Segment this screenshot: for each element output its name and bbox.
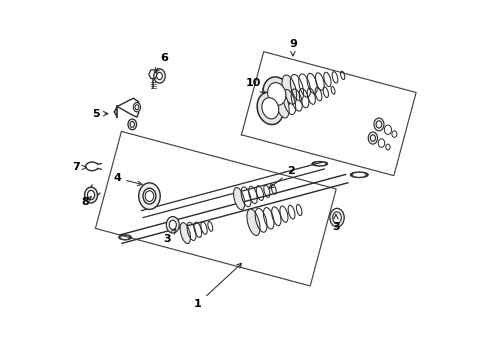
Ellipse shape [257, 92, 283, 125]
Ellipse shape [329, 208, 344, 227]
Text: 7: 7 [72, 162, 86, 172]
Ellipse shape [180, 222, 190, 243]
Ellipse shape [130, 122, 134, 127]
Ellipse shape [367, 132, 377, 144]
Ellipse shape [233, 188, 244, 210]
Ellipse shape [375, 121, 381, 128]
Ellipse shape [263, 77, 290, 111]
Ellipse shape [133, 103, 140, 112]
Ellipse shape [373, 118, 383, 131]
Text: 4: 4 [113, 173, 142, 185]
Ellipse shape [153, 69, 165, 83]
Ellipse shape [246, 209, 260, 235]
Text: 3: 3 [163, 229, 176, 244]
Ellipse shape [156, 72, 162, 80]
Ellipse shape [142, 188, 156, 204]
Text: 9: 9 [288, 39, 296, 56]
Text: 3: 3 [331, 215, 339, 231]
Ellipse shape [332, 212, 341, 224]
Ellipse shape [369, 135, 375, 141]
Ellipse shape [135, 105, 139, 110]
Text: 1: 1 [194, 264, 241, 309]
Ellipse shape [87, 190, 94, 200]
Ellipse shape [275, 90, 288, 118]
Ellipse shape [139, 183, 160, 210]
Text: 5: 5 [92, 109, 108, 119]
Ellipse shape [84, 187, 97, 203]
Text: 8: 8 [81, 197, 91, 207]
Ellipse shape [166, 217, 179, 233]
Ellipse shape [262, 98, 278, 119]
Ellipse shape [267, 82, 285, 105]
Text: 6: 6 [155, 53, 167, 73]
Ellipse shape [128, 119, 136, 130]
Ellipse shape [169, 220, 176, 229]
Ellipse shape [282, 75, 296, 104]
Text: 2: 2 [268, 166, 294, 188]
Text: 10: 10 [245, 78, 264, 93]
